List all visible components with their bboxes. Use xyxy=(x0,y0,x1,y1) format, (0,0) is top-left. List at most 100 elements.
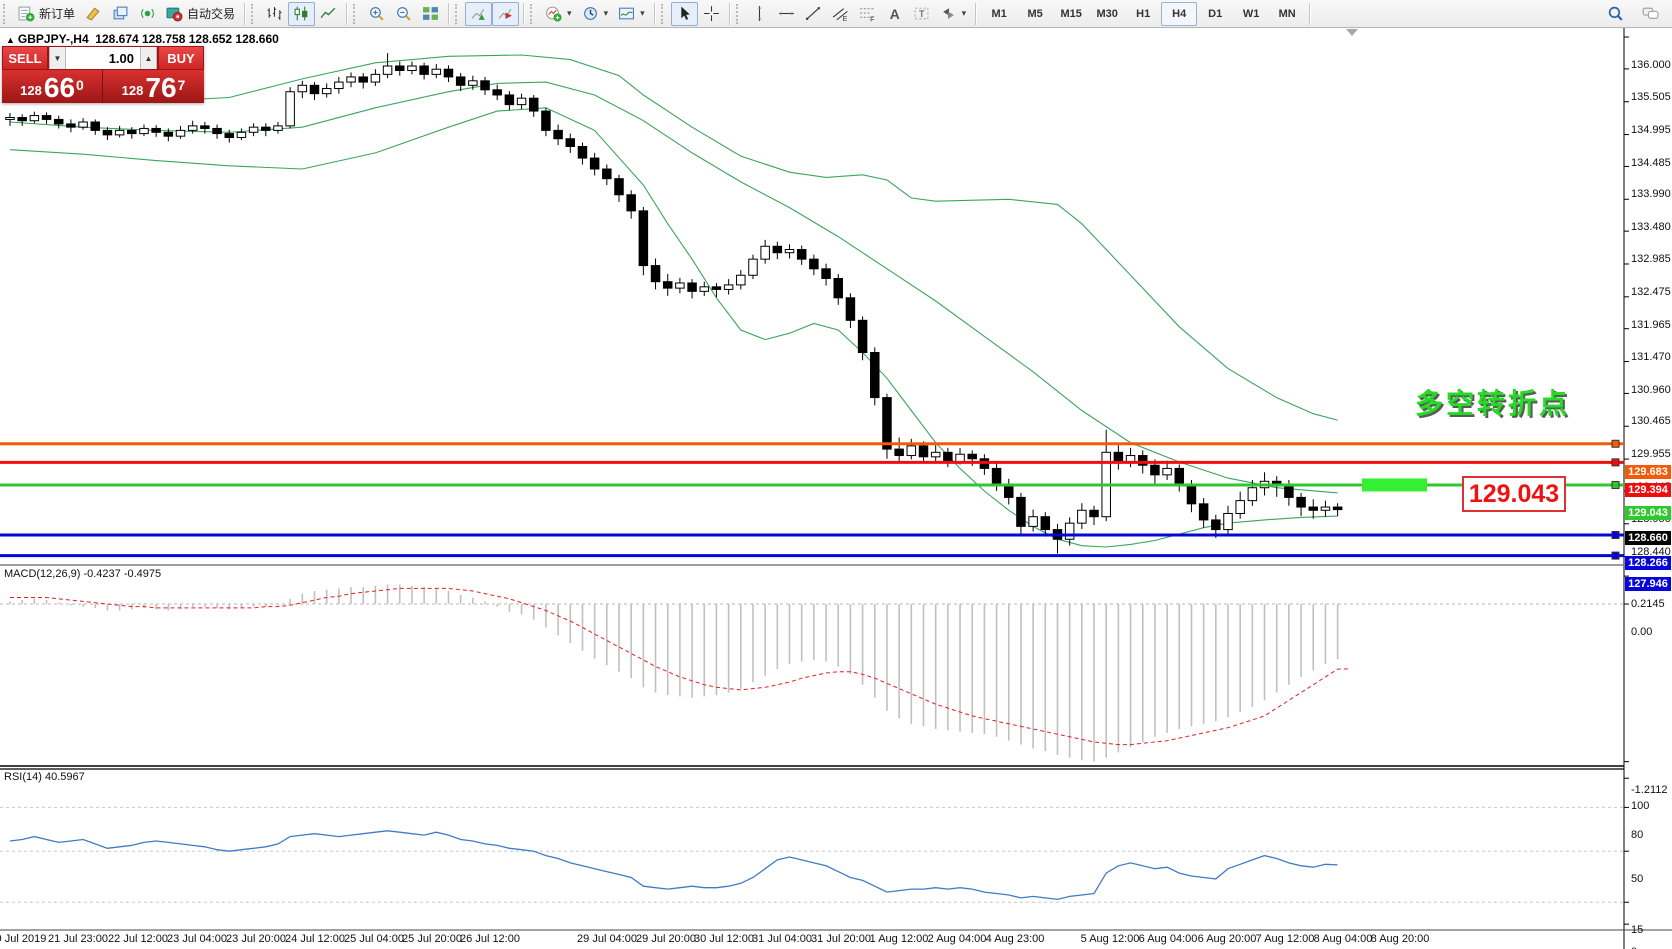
candle-body xyxy=(882,397,892,450)
toolbar-drag-handle[interactable] xyxy=(735,3,743,24)
chat-icon[interactable] xyxy=(1637,2,1664,26)
volume-increase-button[interactable]: ▲ xyxy=(140,47,157,69)
price-level-tag[interactable]: 129.043 xyxy=(1462,476,1566,512)
line-end-handle[interactable] xyxy=(1611,458,1620,467)
svg-text:F: F xyxy=(870,16,874,22)
profiles-button[interactable] xyxy=(107,2,134,26)
price-tick-label: 130.465 xyxy=(1631,415,1671,428)
toolbar-group xyxy=(452,0,521,28)
macd-signal-line xyxy=(10,587,1350,746)
candle-body xyxy=(821,268,831,279)
candle-body xyxy=(200,125,210,129)
channel-button[interactable]: E xyxy=(827,2,854,26)
timeframe-m1-button[interactable]: M1 xyxy=(991,7,1007,20)
line-chart-button[interactable] xyxy=(315,2,342,26)
toolbar-drag-handle[interactable] xyxy=(530,3,537,24)
volume-decrease-button[interactable]: ▼ xyxy=(49,47,66,69)
volume-spinner: ▼ 1.00 ▲ xyxy=(48,46,158,70)
candle-body xyxy=(163,131,174,137)
volume-input[interactable]: 1.00 xyxy=(108,50,134,66)
toolbar-separator xyxy=(523,2,526,25)
candle-body xyxy=(370,73,381,83)
turning-point-annotation[interactable]: 多空转折点 xyxy=(1415,388,1571,419)
horizontal-line-button[interactable] xyxy=(773,2,800,26)
chevron-down-icon[interactable]: ▾ xyxy=(961,8,967,18)
auto-trading-button-label: 自动交易 xyxy=(187,7,236,21)
candle-body xyxy=(102,129,113,136)
chevron-down-icon[interactable]: ▾ xyxy=(603,8,609,18)
sell-price[interactable]: 128 66 0 xyxy=(2,70,103,103)
new-order-button-label: 新订单 xyxy=(39,7,76,21)
new-order-button[interactable]: 新订单 xyxy=(13,2,80,26)
chart-shift-button[interactable] xyxy=(492,1,520,26)
trendline-button[interactable] xyxy=(800,2,827,26)
timeframe-mn-button[interactable]: MN xyxy=(1278,7,1296,20)
periods-icon xyxy=(583,7,597,20)
timeframe-m30-button[interactable]: M30 xyxy=(1096,7,1118,20)
periods-button[interactable]: ▾ xyxy=(577,2,614,26)
svg-text:E: E xyxy=(842,16,847,22)
toolbar-separator xyxy=(728,2,731,25)
buy-button[interactable]: BUY xyxy=(158,46,204,70)
chevron-down-icon[interactable]: ▾ xyxy=(567,8,572,18)
zoom-out-button[interactable] xyxy=(390,2,417,26)
auto-trading-button[interactable]: 自动交易 xyxy=(161,2,240,26)
buy-price[interactable]: 128 76 7 xyxy=(103,70,204,103)
line-end-handle[interactable] xyxy=(1611,480,1620,489)
toolbar-drag-handle[interactable] xyxy=(353,3,360,24)
sell-button[interactable]: SELL xyxy=(2,46,48,70)
vertical-line-button[interactable] xyxy=(746,2,773,26)
candle-body xyxy=(687,282,697,292)
zoom-in-button[interactable] xyxy=(363,2,390,26)
candle-body xyxy=(90,121,101,131)
candles-chart-button[interactable] xyxy=(288,1,316,26)
timeframe-w1-button[interactable]: W1 xyxy=(1242,7,1260,20)
candle-body xyxy=(626,194,636,212)
candle-body xyxy=(662,281,673,289)
tile-windows-button[interactable] xyxy=(417,2,444,26)
cursor-button[interactable] xyxy=(670,1,698,26)
indicators-button[interactable]: ▾ xyxy=(540,2,577,26)
line-end-handle[interactable] xyxy=(1611,551,1620,560)
text-button[interactable]: A xyxy=(881,2,908,26)
toolbar-drag-handle[interactable] xyxy=(251,3,258,24)
bars-chart-button[interactable] xyxy=(261,2,288,26)
timeframe-m5-button[interactable]: M5 xyxy=(1027,7,1043,20)
line-end-handle[interactable] xyxy=(1611,530,1620,539)
candle-body xyxy=(845,297,856,321)
toolbar-drag-handle[interactable] xyxy=(3,3,10,24)
templates-button[interactable]: ▾ xyxy=(613,2,650,26)
candle-body xyxy=(528,97,539,112)
market-watch-button[interactable] xyxy=(134,2,161,26)
fibonacci-button[interactable]: F xyxy=(854,2,881,26)
timeframe-h4-button[interactable]: H4 xyxy=(1161,1,1198,26)
highlight-zone[interactable] xyxy=(1362,478,1427,492)
candle-body xyxy=(480,80,490,91)
candle-body xyxy=(1162,467,1172,476)
timeframe-m15-button[interactable]: M15 xyxy=(1060,7,1082,20)
time-axis-label: 7 Aug 12:00 xyxy=(1255,933,1315,945)
timeframe-d1-button[interactable]: D1 xyxy=(1208,7,1223,20)
line-end-handle[interactable] xyxy=(1611,439,1620,448)
toolbar-drag-handle[interactable] xyxy=(660,3,668,24)
price-tick-label: 134.485 xyxy=(1631,156,1671,169)
crosshair-button[interactable] xyxy=(698,2,725,26)
price-tick-label: 132.985 xyxy=(1631,253,1671,266)
price-axis-chip: 127.946 xyxy=(1625,576,1671,591)
buy-price-pips: 76 xyxy=(145,72,177,103)
candle-body xyxy=(516,97,527,106)
auto-scroll-button[interactable] xyxy=(465,1,493,26)
chevron-down-icon[interactable]: ▾ xyxy=(640,8,645,18)
styles-button[interactable] xyxy=(80,2,107,26)
price-tick-label: 133.990 xyxy=(1631,188,1671,201)
search-icon[interactable] xyxy=(1602,2,1629,26)
toolbar-drag-handle[interactable] xyxy=(455,3,462,24)
candle-body xyxy=(565,138,576,147)
timeframe-h1-button[interactable]: H1 xyxy=(1136,7,1151,20)
candle-body xyxy=(1223,512,1233,531)
shapes-button[interactable]: ▾ xyxy=(935,2,972,26)
chart-canvas[interactable] xyxy=(0,28,1672,949)
text-label-button[interactable]: T xyxy=(908,2,935,26)
toolbar-group xyxy=(248,0,344,28)
zoom-out-icon xyxy=(397,7,411,21)
